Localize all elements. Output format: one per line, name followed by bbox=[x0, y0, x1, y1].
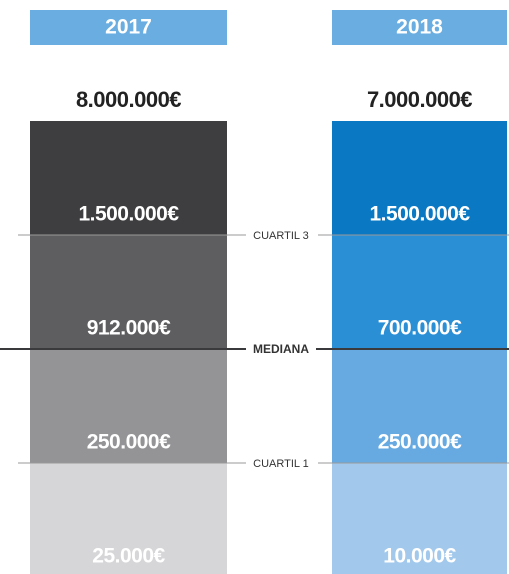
marker-label: CUARTIL 3 bbox=[253, 230, 309, 242]
marker-bg bbox=[246, 341, 316, 357]
segment-value: 912.000€ bbox=[87, 317, 171, 340]
segment bbox=[30, 121, 227, 235]
segment-value: 1.500.000€ bbox=[78, 203, 179, 226]
segment bbox=[332, 121, 507, 235]
marker-bg bbox=[246, 455, 316, 471]
segment-value: 700.000€ bbox=[378, 317, 462, 340]
marker-label: MEDIANA bbox=[253, 342, 309, 356]
segment-value: 25.000€ bbox=[92, 545, 165, 568]
total-value: 7.000.000€ bbox=[367, 87, 472, 112]
marker-bg bbox=[246, 227, 316, 243]
segment-value: 250.000€ bbox=[87, 431, 171, 454]
marker-label: CUARTIL 1 bbox=[253, 458, 309, 470]
segment-value: 1.500.000€ bbox=[369, 203, 470, 226]
segment bbox=[30, 349, 227, 463]
total-value: 8.000.000€ bbox=[76, 87, 181, 112]
segment-value: 250.000€ bbox=[378, 431, 462, 454]
year-header bbox=[30, 10, 227, 45]
segment bbox=[332, 349, 507, 463]
segment bbox=[332, 235, 507, 349]
year-header bbox=[332, 10, 507, 45]
segment bbox=[30, 463, 227, 574]
year-label: 2017 bbox=[105, 16, 152, 39]
segment bbox=[332, 463, 507, 574]
segment bbox=[30, 235, 227, 349]
year-label: 2018 bbox=[396, 16, 443, 39]
segment-value: 10.000€ bbox=[383, 545, 456, 568]
